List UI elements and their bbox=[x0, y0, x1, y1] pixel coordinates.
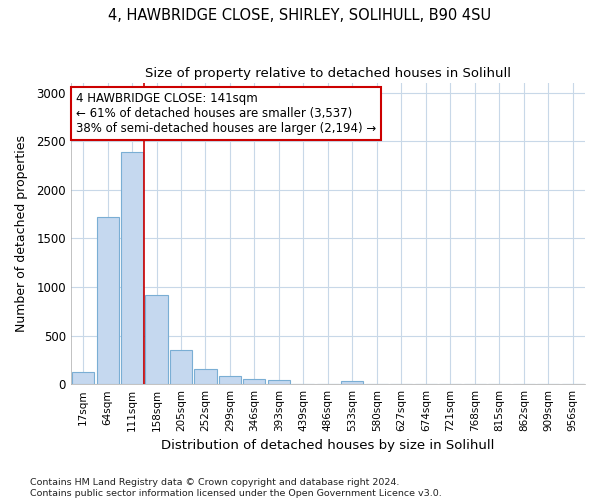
Text: Contains HM Land Registry data © Crown copyright and database right 2024.
Contai: Contains HM Land Registry data © Crown c… bbox=[30, 478, 442, 498]
Bar bbox=[219, 376, 241, 384]
Title: Size of property relative to detached houses in Solihull: Size of property relative to detached ho… bbox=[145, 68, 511, 80]
Bar bbox=[170, 350, 192, 384]
Bar bbox=[97, 217, 119, 384]
Bar bbox=[194, 368, 217, 384]
Bar bbox=[121, 152, 143, 384]
Bar bbox=[72, 372, 94, 384]
Bar bbox=[268, 380, 290, 384]
X-axis label: Distribution of detached houses by size in Solihull: Distribution of detached houses by size … bbox=[161, 440, 494, 452]
Bar bbox=[341, 382, 364, 384]
Text: 4 HAWBRIDGE CLOSE: 141sqm
← 61% of detached houses are smaller (3,537)
38% of se: 4 HAWBRIDGE CLOSE: 141sqm ← 61% of detac… bbox=[76, 92, 376, 135]
Text: 4, HAWBRIDGE CLOSE, SHIRLEY, SOLIHULL, B90 4SU: 4, HAWBRIDGE CLOSE, SHIRLEY, SOLIHULL, B… bbox=[109, 8, 491, 22]
Bar bbox=[244, 380, 265, 384]
Y-axis label: Number of detached properties: Number of detached properties bbox=[15, 135, 28, 332]
Bar bbox=[145, 295, 167, 384]
